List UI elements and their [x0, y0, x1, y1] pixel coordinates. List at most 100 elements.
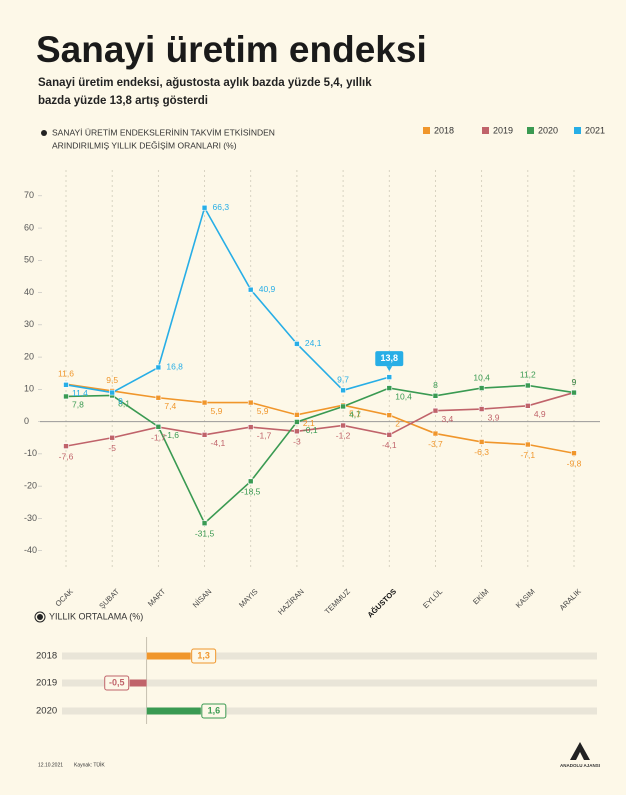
- series-line: [65, 383, 575, 455]
- value-label: 5,9: [211, 406, 223, 416]
- value-label: 4,9: [534, 409, 546, 419]
- label-box: [104, 675, 130, 691]
- category-label: 2020: [36, 706, 57, 717]
- value-label: 40,9: [259, 284, 276, 294]
- legend-swatch: [482, 127, 489, 134]
- value-label: 2: [395, 418, 400, 428]
- point: [294, 419, 300, 425]
- point: [478, 406, 485, 412]
- subtitle: bazda yüzde 13,8 artış gösterdi: [38, 95, 208, 107]
- legend-label: 2018: [434, 125, 454, 135]
- point: [294, 412, 300, 418]
- value-label: 4,7: [349, 410, 361, 420]
- point: [386, 374, 393, 380]
- bar: [146, 652, 191, 660]
- point: [201, 432, 208, 438]
- value-label: -0,5: [109, 677, 125, 687]
- legend-swatch: [423, 127, 430, 134]
- title: Sanayi üretim endeksi: [36, 29, 427, 70]
- point: [201, 399, 208, 406]
- point: [571, 389, 577, 396]
- source: Kaynak: TÜİK: [74, 761, 105, 768]
- point: [432, 393, 439, 399]
- bullet: [37, 614, 43, 620]
- value-label: 11,2: [520, 370, 536, 380]
- point: [432, 430, 439, 437]
- bullet: [34, 611, 46, 623]
- point: [63, 393, 69, 400]
- track: [62, 707, 597, 715]
- point: [109, 434, 115, 441]
- point: [155, 364, 162, 371]
- value-label: 9,5: [106, 375, 118, 385]
- point: [294, 428, 300, 435]
- point: [340, 387, 346, 394]
- value-label: -7,1: [520, 450, 535, 460]
- legend-title: ARINDIRILMIŞ YILLIK DEĞİŞİM ORANLARI (%): [52, 140, 237, 150]
- legend-swatch: [574, 127, 581, 134]
- value-label: 10,4: [473, 372, 490, 382]
- value-label: -31,5: [195, 528, 215, 538]
- value-label: 8,1: [118, 399, 130, 409]
- value-label: 5,1: [349, 408, 361, 418]
- label-box: [191, 648, 217, 664]
- value-label: 7,4: [164, 401, 176, 411]
- category-label: 2019: [36, 678, 57, 689]
- value-label: 9: [572, 377, 577, 387]
- y-tick-label: 40: [24, 287, 34, 297]
- y-tick-label: 70: [24, 190, 34, 200]
- point: [340, 403, 346, 410]
- point: [201, 204, 208, 211]
- point: [63, 443, 69, 449]
- bar-title: YILLIK ORTALAMA (%): [49, 611, 143, 621]
- logo-icon: [570, 742, 590, 760]
- value-label: 2,1: [303, 418, 315, 428]
- value-label: -9,8: [567, 458, 582, 468]
- point: [109, 389, 115, 396]
- point: [432, 407, 439, 414]
- y-tick-label: -40: [24, 545, 37, 555]
- value-label: -3: [293, 437, 301, 447]
- value-label: -1,7: [257, 430, 272, 440]
- value-label: -1,6: [164, 430, 179, 440]
- value-label: 7,8: [72, 400, 84, 410]
- track: [62, 652, 597, 660]
- legend-label: 2020: [538, 125, 558, 135]
- value-label: -6,3: [474, 447, 489, 457]
- series-line: [65, 205, 390, 394]
- callout-pointer: [386, 366, 393, 372]
- series-line: [65, 384, 575, 525]
- y-tick-label: 0: [24, 416, 29, 426]
- point: [247, 424, 254, 430]
- y-tick-label: 20: [24, 351, 34, 361]
- value-label: 9: [572, 377, 577, 387]
- point: [386, 412, 393, 418]
- logo-text: ANADOLU AJANSI: [560, 763, 600, 768]
- point: [155, 394, 162, 401]
- point: [525, 403, 531, 409]
- value-label: 1,3: [197, 650, 210, 660]
- value-label: 16,8: [166, 362, 183, 372]
- category-label: 2018: [36, 651, 57, 662]
- value-label: 3,9: [488, 412, 500, 422]
- point: [571, 450, 577, 457]
- value-label: 24,1: [305, 338, 322, 348]
- point: [525, 441, 531, 448]
- point: [386, 432, 393, 438]
- legend-label: 2019: [493, 125, 513, 135]
- y-tick-label: -30: [24, 513, 37, 523]
- value-label: 9,7: [337, 375, 349, 385]
- value-label: -7,6: [59, 451, 74, 461]
- bar: [129, 679, 147, 687]
- point: [525, 382, 531, 389]
- value-label: -1,2: [336, 431, 351, 441]
- series-line: [65, 391, 575, 447]
- bullet: [41, 130, 47, 136]
- value-label: 8: [433, 380, 438, 390]
- value-label: -3,7: [428, 439, 443, 449]
- legend-title: SANAYİ ÜRETİM ENDEKSLERİNİN TAKVİM ETKİS…: [52, 127, 275, 137]
- value-label: 11,4: [72, 388, 88, 398]
- y-tick-label: 30: [24, 319, 34, 329]
- subtitle: Sanayi üretim endeksi, ağustosta aylık b…: [38, 77, 372, 89]
